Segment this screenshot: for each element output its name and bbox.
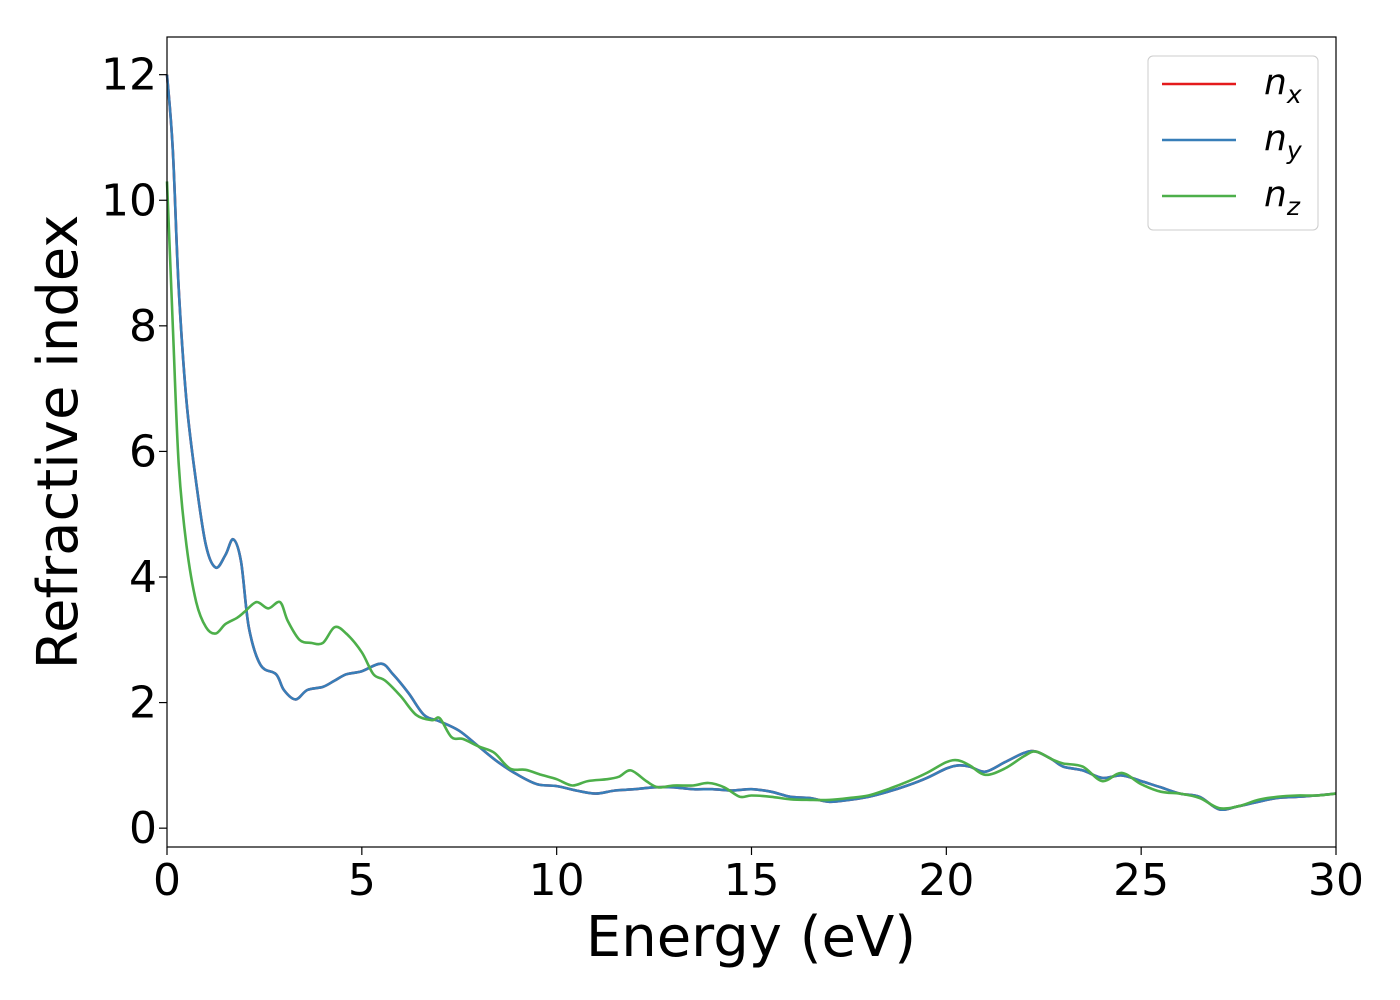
y-tick-label: 12 bbox=[101, 50, 157, 101]
x-tick-label: 20 bbox=[918, 855, 974, 906]
series-line-nz bbox=[165, 181, 1337, 810]
legend-label-y: ny bbox=[1264, 118, 1303, 165]
x-tick-label: 30 bbox=[1308, 855, 1364, 906]
y-axis-ticks: 0 2 4 6 8 10 12 bbox=[101, 50, 167, 854]
y-tick-label: 4 bbox=[129, 552, 157, 603]
y-tick-label: 8 bbox=[129, 301, 157, 352]
x-tick-label: 0 bbox=[153, 855, 181, 906]
x-axis-title: Energy (eV) bbox=[586, 905, 916, 970]
y-tick-label: 0 bbox=[129, 803, 157, 854]
x-tick-label: 15 bbox=[724, 855, 780, 906]
x-axis-ticks: 0 5 10 15 20 25 30 bbox=[153, 847, 1364, 906]
x-tick-label: 5 bbox=[348, 855, 376, 906]
y-tick-label: 10 bbox=[101, 175, 157, 226]
legend-label-x: nx bbox=[1264, 62, 1302, 109]
legend: nx ny nz bbox=[1147, 55, 1319, 231]
series-lines bbox=[165, 74, 1337, 811]
legend-box bbox=[1147, 55, 1319, 231]
legend-label-z: nz bbox=[1264, 174, 1301, 221]
y-axis-title: Refractive index bbox=[26, 215, 91, 670]
y-tick-label: 2 bbox=[129, 678, 157, 729]
x-tick-label: 10 bbox=[529, 855, 585, 906]
y-tick-label: 6 bbox=[129, 426, 157, 477]
x-tick-label: 25 bbox=[1113, 855, 1169, 906]
